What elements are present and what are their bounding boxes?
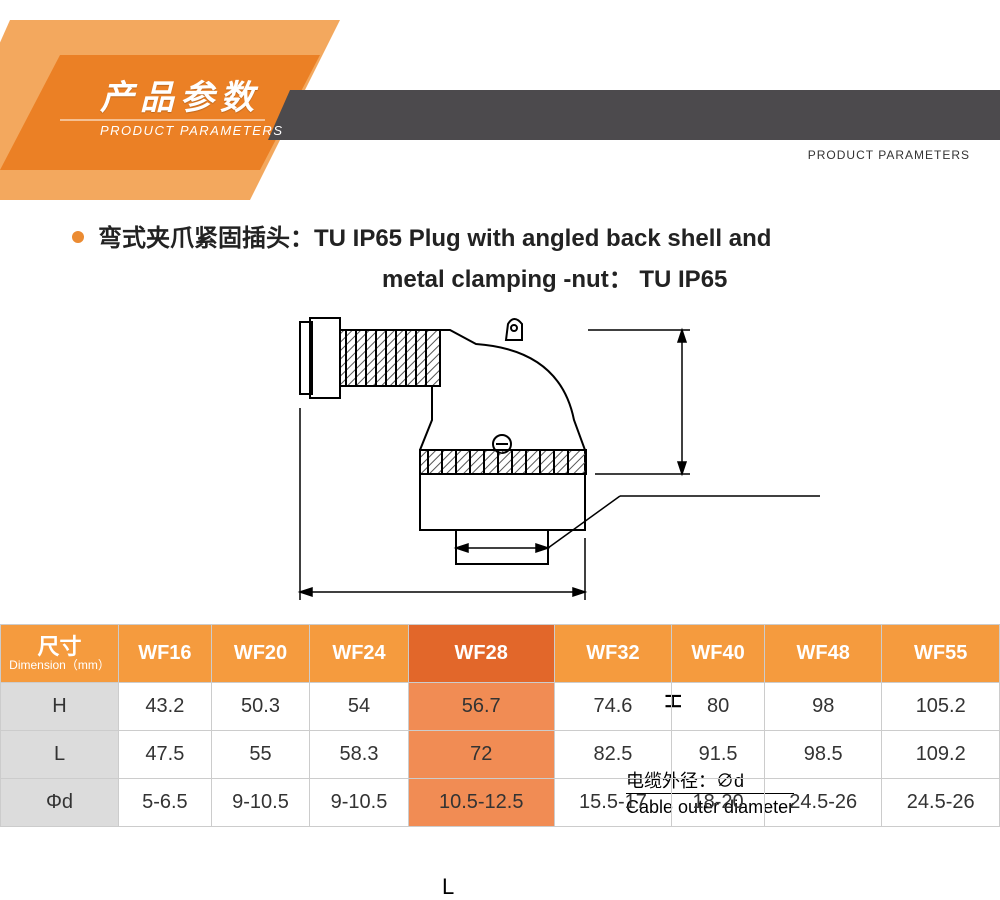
diagram-svg xyxy=(0,300,1000,630)
table-cell: 56.7 xyxy=(408,683,554,731)
table-cell: 24.5-26 xyxy=(882,779,1000,827)
header-banner: 产品参数 PRODUCT PARAMETERS PRODUCT PARAMETE… xyxy=(0,0,1000,200)
table-header-row: 尺寸 Dimension（mm） WF16WF20WF24WF28WF32WF4… xyxy=(1,625,1000,683)
banner-title-en: PRODUCT PARAMETERS xyxy=(100,123,284,138)
table-cell: 47.5 xyxy=(119,731,212,779)
model-header: WF40 xyxy=(672,625,765,683)
table-cell: 98 xyxy=(764,683,882,731)
table-cell: 55 xyxy=(211,731,310,779)
table-row: H43.250.35456.774.68098105.2 xyxy=(1,683,1000,731)
dim-label-L: L xyxy=(442,874,454,900)
table-cell: 109.2 xyxy=(882,731,1000,779)
row-label: H xyxy=(1,683,119,731)
dim-col-en: Dimension（mm） xyxy=(1,659,118,672)
model-header: WF55 xyxy=(882,625,1000,683)
banner-poly-front xyxy=(0,55,320,170)
row-label: L xyxy=(1,731,119,779)
heading-line2: metal clamping -nut： TU IP65 xyxy=(382,259,970,294)
row-label: Φd xyxy=(1,779,119,827)
diagram: 电缆外径：∅d Cable outer diameter L H xyxy=(0,300,1000,630)
table-cell: 18-20 xyxy=(672,779,765,827)
banner-text: 产品参数 PRODUCT PARAMETERS xyxy=(100,70,284,138)
table-cell: 9-10.5 xyxy=(211,779,310,827)
bullet-icon xyxy=(72,231,84,243)
table-cell: 10.5-12.5 xyxy=(408,779,554,827)
table-cell: 24.5-26 xyxy=(764,779,882,827)
table-cell: 91.5 xyxy=(672,731,765,779)
model-header: WF20 xyxy=(211,625,310,683)
model-header: WF48 xyxy=(764,625,882,683)
dimensions-table: 尺寸 Dimension（mm） WF16WF20WF24WF28WF32WF4… xyxy=(0,624,1000,827)
dim-col-header: 尺寸 Dimension（mm） xyxy=(1,625,119,683)
model-header: WF32 xyxy=(554,625,672,683)
table-cell: 15.5-17 xyxy=(554,779,672,827)
model-header: WF24 xyxy=(310,625,409,683)
table-row: Φd5-6.59-10.59-10.510.5-12.515.5-1718-20… xyxy=(1,779,1000,827)
banner-poly-back xyxy=(0,20,340,200)
product-heading: 弯式夹爪紧固插头：TU IP65 Plug with angled back s… xyxy=(72,218,970,294)
table-cell: 80 xyxy=(672,683,765,731)
table-cell: 82.5 xyxy=(554,731,672,779)
table-cell: 54 xyxy=(310,683,409,731)
table-cell: 5-6.5 xyxy=(119,779,212,827)
model-header: WF28 xyxy=(408,625,554,683)
table-cell: 98.5 xyxy=(764,731,882,779)
table-cell: 50.3 xyxy=(211,683,310,731)
dim-col-cn: 尺寸 xyxy=(1,635,118,659)
banner-right-label: PRODUCT PARAMETERS xyxy=(808,148,970,162)
table-body: H43.250.35456.774.68098105.2L47.55558.37… xyxy=(1,683,1000,827)
table-cell: 43.2 xyxy=(119,683,212,731)
table-cell: 74.6 xyxy=(554,683,672,731)
table-row: L47.55558.37282.591.598.5109.2 xyxy=(1,731,1000,779)
model-header: WF16 xyxy=(119,625,212,683)
table-cell: 105.2 xyxy=(882,683,1000,731)
table-cell: 72 xyxy=(408,731,554,779)
table-cell: 9-10.5 xyxy=(310,779,409,827)
banner-title-cn: 产品参数 xyxy=(100,70,284,119)
banner-bar xyxy=(268,90,1000,140)
table-cell: 58.3 xyxy=(310,731,409,779)
banner-svg xyxy=(0,0,1000,200)
heading-line1: 弯式夹爪紧固插头：TU IP65 Plug with angled back s… xyxy=(98,225,771,252)
